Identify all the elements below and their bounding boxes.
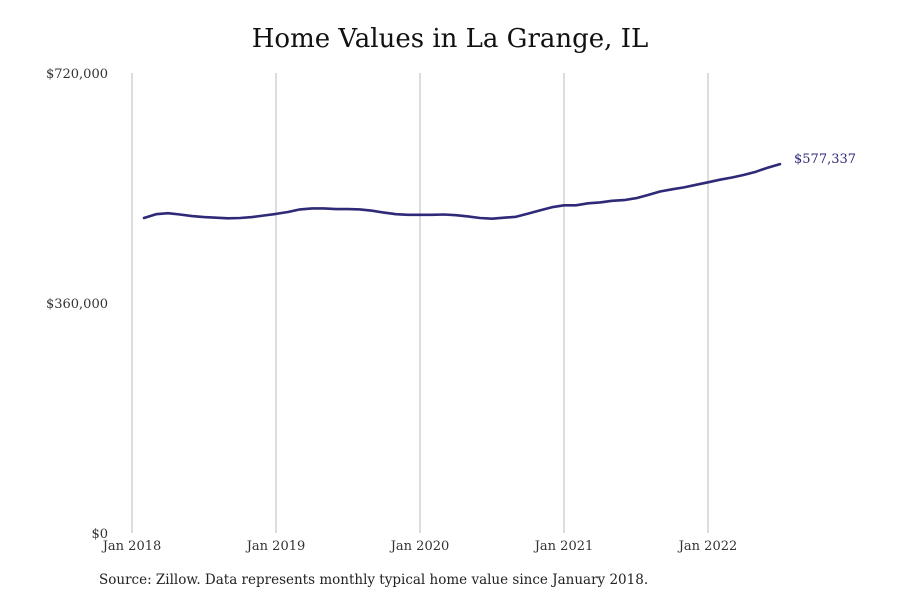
x-tick-label: Jan 2019 (245, 539, 306, 554)
x-axis-ticks: Jan 2018 Jan 2019 Jan 2020 Jan 2021 Jan 2022 (101, 539, 738, 554)
y-tick-label: $720,000 (46, 67, 108, 82)
x-tick-label: Jan 2022 (677, 539, 738, 554)
x-tick-label: Jan 2021 (533, 539, 594, 554)
series-line-home-value (142, 162, 782, 220)
x-tick-label: Jan 2020 (389, 539, 450, 554)
end-value-label: $577,337 (794, 152, 856, 167)
chart-title: Home Values in La Grange, IL (251, 24, 649, 54)
y-axis-ticks: $0 $360,000 $720,000 (46, 67, 108, 542)
grid-lines (131, 73, 709, 533)
y-tick-label: $360,000 (46, 297, 108, 312)
x-tick-label: Jan 2018 (101, 539, 162, 554)
source-note: Source: Zillow. Data represents monthly … (99, 572, 649, 588)
y-tick-label: $0 (91, 527, 108, 542)
